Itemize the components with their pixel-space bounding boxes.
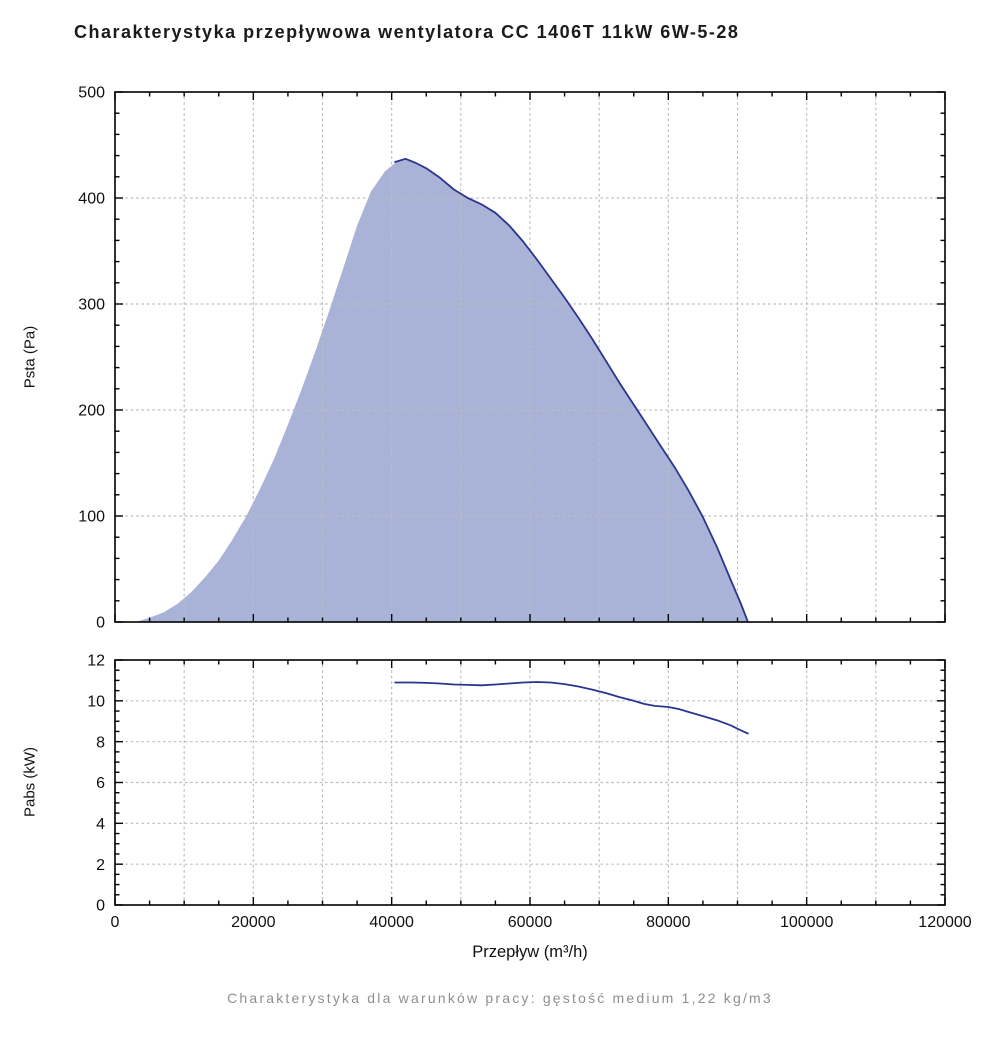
y-tick-label: 100 xyxy=(78,509,105,526)
x-tick-label: 100000 xyxy=(780,914,833,931)
x-axis-label: Przepływ (m³/h) xyxy=(472,943,588,961)
pabs-curve xyxy=(394,681,749,735)
chart-title: Charakterystyka przepływowa wentylatora … xyxy=(74,22,740,42)
y-tick-label: 12 xyxy=(87,653,105,670)
x-tick-label: 40000 xyxy=(369,914,414,931)
y-tick-label: 300 xyxy=(78,297,105,314)
psta-area-fill xyxy=(135,158,748,623)
y-axis-label-psta: Psta (Pa) xyxy=(21,325,39,389)
y-tick-label: 2 xyxy=(96,857,105,874)
x-tick-label: 120000 xyxy=(918,914,971,931)
y-tick-label: 4 xyxy=(96,816,105,833)
y-tick-label: 8 xyxy=(96,734,105,751)
y-axis-label-pabs: Pabs (kW) xyxy=(21,746,39,818)
chart-footnote: Charakterystyka dla warunków pracy: gęst… xyxy=(227,990,773,1006)
y-tick-label: 10 xyxy=(87,693,105,710)
x-tick-label: 0 xyxy=(111,914,120,931)
x-tick-label: 60000 xyxy=(508,914,553,931)
psta-curve xyxy=(394,157,749,623)
y-tick-label: 0 xyxy=(96,615,105,632)
y-tick-label: 0 xyxy=(96,898,105,915)
y-tick-label: 500 xyxy=(78,85,105,102)
y-tick-label: 6 xyxy=(96,775,105,792)
x-tick-label: 80000 xyxy=(646,914,691,931)
y-tick-label: 200 xyxy=(78,403,105,420)
x-tick-label: 20000 xyxy=(231,914,276,931)
y-tick-label: 400 xyxy=(78,191,105,208)
